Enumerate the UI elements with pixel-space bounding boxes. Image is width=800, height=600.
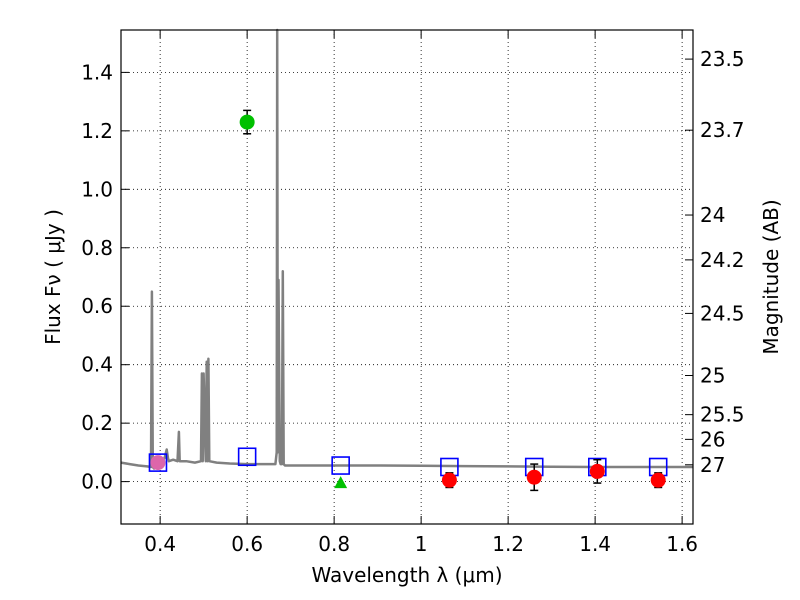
magnitude-axis-label: Magnitude (AB) [759,199,783,354]
y-tick-label: 0.8 [81,236,113,260]
y-tick-label: 0.0 [81,470,113,494]
upper-limit-marker [334,476,348,489]
observed-flux-point [441,472,457,488]
y-tick-label: 0.2 [81,411,113,435]
y-tick-label: 1.2 [81,119,113,143]
y-tick-label: 0.4 [81,353,113,377]
model-photometry-point [237,447,257,467]
x-tick-label: 1.6 [666,532,698,556]
y-axis-label: Flux Fν ( μJy ) [41,209,65,345]
magnitude-tick-label: 25 [700,363,725,387]
magnitude-tick-label: 24 [700,203,725,227]
magnitude-tick-label: 24.2 [700,248,745,272]
x-tick-label: 1 [415,532,428,556]
magnitude-tick-label: 27 [700,453,725,477]
x-tick-label: 1.4 [579,532,611,556]
observed-flux-point [526,469,542,485]
x-tick-label: 0.6 [231,532,263,556]
x-axis-label: Wavelength λ (μm) [311,563,502,587]
model-photometry-point [331,456,350,475]
observed-flux-point [589,463,605,479]
model-photometry-point [148,453,168,472]
y-tick-label: 0.6 [81,294,113,318]
marker-layer [148,109,668,492]
plot-background [121,30,693,524]
magnitude-tick-label: 23.7 [700,118,745,142]
observed-flux-point [650,472,666,488]
y-tick-label: 1.0 [81,177,113,201]
observed-flux-point [150,455,166,471]
axis-ticks: 0.4 0.6 0.8 1 1.2 1.4 1.6 0.0 0.2 0.4 0.6 0.8 1.0 1.2… [81,30,745,556]
x-tick-label: 0.4 [144,532,176,556]
y-tick-label: 1.4 [81,60,113,84]
observed-flux-point [239,114,255,130]
magnitude-tick-label: 26 [700,427,725,451]
magnitude-tick-label: 25.5 [700,403,745,427]
magnitude-tick-label: 23.5 [700,47,745,71]
magnitude-tick-label: 24.5 [700,301,745,325]
x-tick-label: 0.8 [318,532,350,556]
x-tick-label: 1.2 [492,532,524,556]
plot-frame [120,29,694,525]
